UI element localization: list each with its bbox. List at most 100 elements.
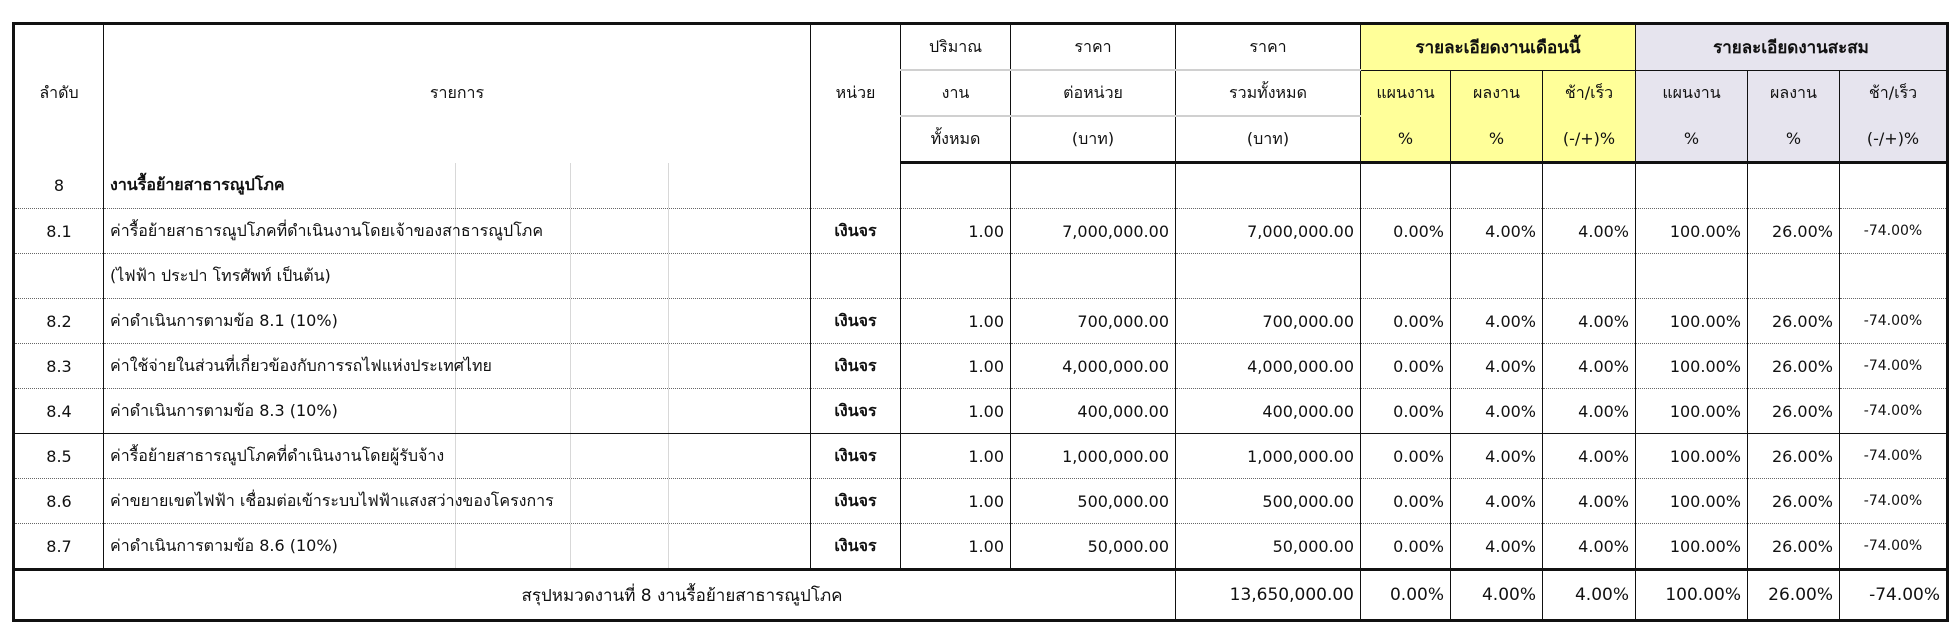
header-cum-diff-unit: (-/+)% <box>1838 116 1949 164</box>
table-row: (ไฟฟ้า ประปา โทรศัพท์ เป็นต้น) <box>13 253 1949 299</box>
row-description: ค่ารื้อย้ายสาธารณูปโภคที่ดำเนินงานโดยผู้… <box>103 433 811 479</box>
row-unit: เงินจร <box>810 433 901 479</box>
row-quantity: 1.00 <box>900 523 1011 570</box>
row-cum-diff: -74.00% <box>1838 343 1949 389</box>
row-month-plan: 0.00% <box>1360 478 1451 524</box>
row-unit-price <box>1010 253 1176 299</box>
row-month-plan <box>1360 253 1451 299</box>
row-description: ค่าดำเนินการตามข้อ 8.3 (10%) <box>103 388 811 434</box>
row-month-plan: 0.00% <box>1360 433 1451 479</box>
header-qty-1: ปริมาณ <box>900 22 1011 70</box>
header-total-price-3: (บาท) <box>1175 115 1361 164</box>
row-quantity: 1.00 <box>900 478 1011 524</box>
row-description: ค่าขยายเขตไฟฟ้า เชื่อมต่อเข้าระบบไฟฟ้าแส… <box>103 478 811 524</box>
row-seq: 8.7 <box>13 523 104 570</box>
row-month-actual: 4.00% <box>1450 523 1543 570</box>
header-unit-price-2: ต่อหน่วย <box>1010 69 1176 116</box>
row-seq: 8 <box>13 162 104 209</box>
table-row: 8.6 ค่าขยายเขตไฟฟ้า เชื่อมต่อเข้าระบบไฟฟ้… <box>13 478 1949 524</box>
row-month-plan <box>1360 162 1451 209</box>
row-unit: เงินจร <box>810 478 901 524</box>
summary-cum-plan: 100.00% <box>1635 568 1748 622</box>
row-cum-diff: -74.00% <box>1838 433 1949 479</box>
row-cum-diff: -74.00% <box>1838 523 1949 570</box>
row-seq: 8.5 <box>13 433 104 479</box>
row-month-diff <box>1542 253 1636 299</box>
row-month-diff: 4.00% <box>1542 208 1636 254</box>
summary-label: สรุปหมวดงานที่ 8 งานรื้อย้ายสาธารณูปโภค <box>13 568 1176 622</box>
row-month-diff: 4.00% <box>1542 433 1636 479</box>
row-unit <box>810 253 901 299</box>
row-quantity: 1.00 <box>900 208 1011 254</box>
header-month-actual: ผลงาน <box>1450 70 1543 116</box>
section-heading-row: 8 งานรื้อย้ายสาธารณูปโภค <box>13 162 1949 209</box>
header-qty-2: งาน <box>900 69 1011 116</box>
header-total-price-1: ราคา <box>1175 22 1361 70</box>
row-quantity <box>900 253 1011 299</box>
row-description: ค่ารื้อย้ายสาธารณูปโภคที่ดำเนินงานโดยเจ้… <box>103 208 811 254</box>
row-unit <box>810 162 901 209</box>
row-month-actual: 4.00% <box>1450 298 1543 344</box>
row-quantity <box>900 162 1011 209</box>
row-month-actual: 4.00% <box>1450 388 1543 434</box>
row-seq: 8.3 <box>13 343 104 389</box>
summary-month-actual: 4.00% <box>1450 568 1543 622</box>
header-month-diff: ช้า/เร็ว <box>1542 70 1636 116</box>
row-month-plan: 0.00% <box>1360 388 1451 434</box>
row-cum-diff: -74.00% <box>1838 478 1949 524</box>
row-total-price: 50,000.00 <box>1175 523 1361 570</box>
row-month-diff: 4.00% <box>1542 478 1636 524</box>
row-cum-plan: 100.00% <box>1635 388 1748 434</box>
summary-cum-actual: 26.00% <box>1747 568 1840 622</box>
row-cum-actual: 26.00% <box>1747 343 1840 389</box>
row-cum-plan <box>1635 162 1748 209</box>
row-month-actual <box>1450 162 1543 209</box>
header-cumulative: รายละเอียดงานสะสม <box>1634 22 1949 71</box>
row-cum-actual: 26.00% <box>1747 478 1840 524</box>
row-unit-price: 500,000.00 <box>1010 478 1176 524</box>
row-unit-price: 4,000,000.00 <box>1010 343 1176 389</box>
row-cum-plan: 100.00% <box>1635 433 1748 479</box>
summary-total: 13,650,000.00 <box>1175 568 1361 622</box>
header-cum-diff: ช้า/เร็ว <box>1838 70 1949 116</box>
row-month-diff: 4.00% <box>1542 523 1636 570</box>
row-total-price: 1,000,000.00 <box>1175 433 1361 479</box>
row-unit-price <box>1010 162 1176 209</box>
row-unit: เงินจร <box>810 388 901 434</box>
row-quantity: 1.00 <box>900 388 1011 434</box>
header-unit: หน่วย <box>810 22 901 163</box>
row-unit: เงินจร <box>810 208 901 254</box>
table-row: 8.4 ค่าดำเนินการตามข้อ 8.3 (10%) เงินจร 1.0… <box>13 388 1949 434</box>
header-month-diff-unit: (-/+)% <box>1542 116 1636 164</box>
row-cum-diff: -74.00% <box>1838 208 1949 254</box>
row-total-price: 500,000.00 <box>1175 478 1361 524</box>
row-total-price <box>1175 253 1361 299</box>
row-unit-price: 50,000.00 <box>1010 523 1176 570</box>
row-cum-diff <box>1838 162 1949 209</box>
row-month-plan: 0.00% <box>1360 298 1451 344</box>
row-description: งานรื้อย้ายสาธารณูปโภค <box>103 162 811 209</box>
row-quantity: 1.00 <box>900 433 1011 479</box>
row-seq <box>13 253 104 299</box>
row-month-diff <box>1542 162 1636 209</box>
table-body: 8 งานรื้อย้ายสาธารณูปโภค 8.1 ค่ารื้อย้ายสาธ… <box>13 162 1949 570</box>
row-cum-diff: -74.00% <box>1838 298 1949 344</box>
row-cum-plan: 100.00% <box>1635 343 1748 389</box>
header-this-month: รายละเอียดงานเดือนนี้ <box>1360 22 1636 71</box>
row-month-actual: 4.00% <box>1450 208 1543 254</box>
row-seq: 8.6 <box>13 478 104 524</box>
row-cum-actual: 26.00% <box>1747 208 1840 254</box>
row-total-price: 400,000.00 <box>1175 388 1361 434</box>
row-cum-plan: 100.00% <box>1635 478 1748 524</box>
row-cum-actual: 26.00% <box>1747 523 1840 570</box>
row-total-price: 7,000,000.00 <box>1175 208 1361 254</box>
table-row: 8.7 ค่าดำเนินการตามข้อ 8.6 (10%) เงินจร 1.0… <box>13 523 1949 570</box>
header-cum-plan: แผนงาน <box>1635 70 1748 116</box>
summary-cum-diff: -74.00% <box>1838 568 1949 622</box>
row-unit-price: 700,000.00 <box>1010 298 1176 344</box>
table-row: 8.1 ค่ารื้อย้ายสาธารณูปโภคที่ดำเนินงานโดย… <box>13 208 1949 254</box>
header-month-actual-unit: % <box>1450 116 1543 164</box>
header-unit-price-3: (บาท) <box>1010 115 1176 164</box>
header-total-price-2: รวมทั้งหมด <box>1175 69 1361 116</box>
summary-row: สรุปหมวดงานที่ 8 งานรื้อย้ายสาธารณูปโภค … <box>13 568 1949 622</box>
